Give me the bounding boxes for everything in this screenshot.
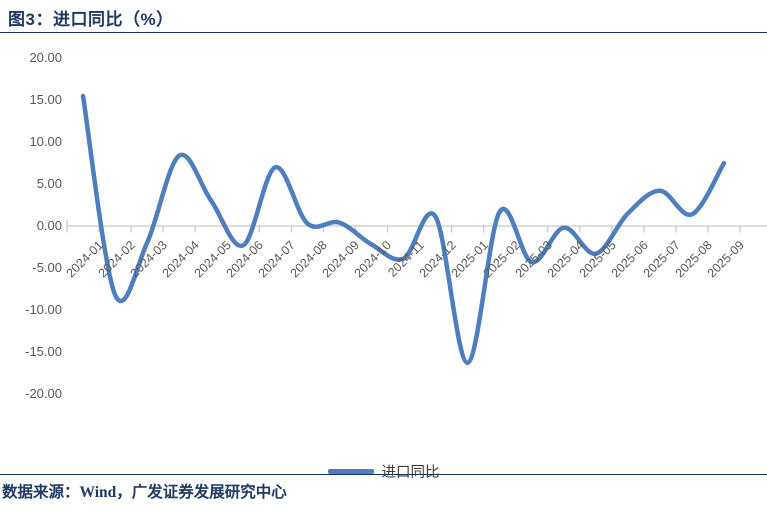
title-divider xyxy=(0,32,767,33)
y-tick-label: 15.00 xyxy=(29,92,62,108)
line-chart-canvas xyxy=(66,93,767,365)
y-tick-label: -20.00 xyxy=(25,385,62,401)
y-tick-label: -15.00 xyxy=(25,343,62,359)
import-yoy-chart: 20.00 15.00 10.00 5.00 0.00 -5.00 -10.00 -15.00… xyxy=(0,34,767,481)
figure-title: 图3：进口同比（%） xyxy=(8,10,174,29)
y-tick-label: -5.00 xyxy=(32,259,62,275)
y-tick-label: 20.00 xyxy=(29,50,62,66)
y-tick-label: 10.00 xyxy=(29,134,62,150)
y-tick-label: 5.00 xyxy=(36,176,62,192)
legend-line-swatch xyxy=(327,469,374,474)
y-tick-label: 0.00 xyxy=(36,218,62,233)
y-tick-label: -10.00 xyxy=(25,301,62,317)
data-source: 数据来源：Wind，广发证券发展研究中心 xyxy=(2,484,287,501)
chart-legend: 进口同比 xyxy=(327,461,440,482)
import-yoy-line xyxy=(80,93,727,365)
footer-divider xyxy=(0,474,767,475)
legend-label: 进口同比 xyxy=(381,465,440,481)
